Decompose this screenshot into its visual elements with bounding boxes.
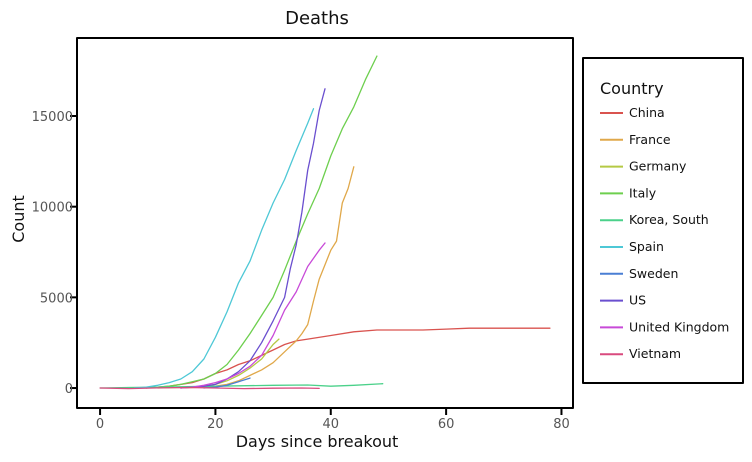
x-axis: 0 20 40 60 80 <box>96 408 570 432</box>
legend-label-italy: Italy <box>629 185 657 200</box>
legend-label-us: US <box>629 293 646 308</box>
legend-label-china: China <box>629 105 665 120</box>
x-tick-label: 20 <box>207 417 224 432</box>
series-line-us <box>180 88 326 389</box>
y-axis: 0 5000 10000 15000 <box>32 110 77 397</box>
legend-label-sweden: Sweden <box>629 266 678 281</box>
x-tick-label: 40 <box>322 417 339 432</box>
x-tick-label: 0 <box>96 417 104 432</box>
series-line-france <box>180 166 355 389</box>
y-tick-label: 15000 <box>32 110 73 125</box>
series-line-spain <box>134 108 315 389</box>
legend: Country China France Germany Italy Korea, So… <box>582 57 744 384</box>
series-line-china <box>145 327 551 389</box>
legend-label-france: France <box>629 132 671 147</box>
series-line-korea-south <box>99 383 384 389</box>
legend-title: Country <box>600 79 664 98</box>
chart-title: Deaths <box>285 8 349 29</box>
series-line-vietnam <box>99 386 320 390</box>
y-tick-label: 5000 <box>40 291 73 306</box>
x-tick-label: 80 <box>553 417 570 432</box>
series-line-united-kingdom <box>180 242 326 389</box>
x-tick-label: 60 <box>438 417 455 432</box>
y-tick-label: 0 <box>65 382 73 397</box>
x-axis-title: Days since breakout <box>236 432 399 451</box>
y-tick-label: 10000 <box>32 201 73 216</box>
series-line-italy <box>145 55 378 389</box>
series-lines <box>99 55 551 390</box>
legend-box <box>582 57 744 384</box>
legend-label-united-kingdom: United Kingdom <box>629 319 729 334</box>
legend-label-germany: Germany <box>629 159 687 174</box>
y-axis-title: Count <box>9 195 28 243</box>
plot-frame <box>76 37 574 409</box>
legend-label-vietnam: Vietnam <box>629 346 681 361</box>
legend-label-korea-south: Korea, South <box>629 212 709 227</box>
legend-label-spain: Spain <box>629 239 664 254</box>
